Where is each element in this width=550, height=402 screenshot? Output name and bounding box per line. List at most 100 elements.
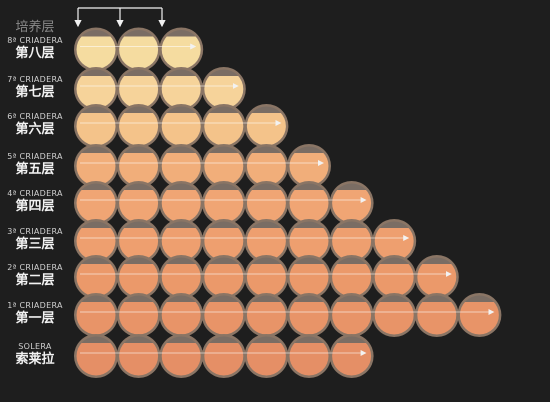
level-label: 1ª CRIADERA 第一层 <box>0 301 70 327</box>
barrel <box>201 104 246 148</box>
barrel <box>201 334 246 378</box>
barrel-wine <box>161 113 201 146</box>
barrel-wine <box>289 153 329 186</box>
barrel <box>244 181 289 225</box>
level-label: 3ª CRIADERA 第三层 <box>0 227 70 253</box>
barrel <box>116 67 161 111</box>
barrel <box>159 144 204 188</box>
barrel-row <box>74 334 374 378</box>
level-label-en: 3ª CRIADERA <box>7 227 63 236</box>
level-label: 6ª CRIADERA 第六层 <box>0 112 70 138</box>
barrel <box>287 219 331 263</box>
barrel-wine <box>204 264 244 297</box>
barrel <box>201 219 246 263</box>
barrel-wine <box>119 113 159 146</box>
barrel <box>159 67 204 111</box>
barrel-wine <box>119 36 159 69</box>
level-label-zh: 第五层 <box>15 162 55 177</box>
barrel-wine <box>332 343 372 376</box>
barrel <box>457 293 502 337</box>
top-feed-arrows <box>74 7 166 28</box>
barrel <box>159 219 204 263</box>
level-label: 4ª CRIADERA 第四层 <box>0 189 70 215</box>
level-label-zh: 第一层 <box>15 311 55 326</box>
level-label: 7ª CRIADERA 第七层 <box>0 75 70 101</box>
barrel-wine <box>76 36 116 69</box>
barrel-wine <box>289 343 329 376</box>
level-label-en: 2ª CRIADERA <box>7 263 63 272</box>
barrel <box>201 255 246 299</box>
barrel-row <box>74 255 459 299</box>
barrel <box>74 67 118 111</box>
barrel-wine <box>76 190 116 223</box>
barrel <box>244 219 289 263</box>
barrel-wine <box>332 190 372 223</box>
barrel <box>329 181 374 225</box>
level-label-en: 4ª CRIADERA <box>7 189 63 198</box>
barrel <box>201 67 246 111</box>
barrel-wine <box>161 153 201 186</box>
barrel <box>329 293 374 337</box>
level-label-zh: 第四层 <box>15 199 55 214</box>
barrel <box>372 255 417 299</box>
barrel-wine <box>161 343 201 376</box>
barrel <box>414 255 459 299</box>
barrel-wine <box>161 264 201 297</box>
barrel <box>159 293 204 337</box>
barrel <box>287 334 331 378</box>
barrel-wine <box>76 76 116 109</box>
barrel-row <box>74 104 289 148</box>
barrel-wine <box>119 76 159 109</box>
barrel-wine <box>204 113 244 146</box>
barrel <box>414 293 459 337</box>
barrel <box>116 334 161 378</box>
barrel-wine <box>161 302 201 335</box>
barrel-wine <box>76 264 116 297</box>
barrel <box>287 181 331 225</box>
barrel <box>159 255 204 299</box>
barrel <box>74 293 118 337</box>
level-label-en: 5ª CRIADERA <box>7 152 63 161</box>
barrel-wine <box>459 302 499 335</box>
barrel-wine <box>119 153 159 186</box>
barrel-wine <box>289 302 329 335</box>
barrel-row <box>74 27 204 72</box>
level-label-zh: 第三层 <box>15 237 55 252</box>
barrel-wine <box>246 153 286 186</box>
barrel-wine <box>417 264 457 297</box>
barrel-wine <box>204 343 244 376</box>
barrel <box>116 293 161 337</box>
barrel <box>116 181 161 225</box>
barrel-wine <box>76 153 116 186</box>
barrel-row <box>74 181 374 225</box>
barrel <box>244 104 289 148</box>
barrel <box>116 104 161 148</box>
level-label-en: 7ª CRIADERA <box>7 75 63 84</box>
barrel <box>116 27 161 72</box>
barrel-row <box>74 144 331 188</box>
barrel-wine <box>119 264 159 297</box>
barrel-wine <box>289 190 329 223</box>
barrel-wine <box>332 264 372 297</box>
barrel <box>159 104 204 148</box>
level-label-en: 6ª CRIADERA <box>7 112 63 121</box>
level-label-zh: 第八层 <box>15 45 55 61</box>
barrel-wine <box>119 302 159 335</box>
level-label: 8ª CRIADERA 第八层 <box>0 36 70 62</box>
barrel-wine <box>417 302 457 335</box>
barrel-wine <box>204 302 244 335</box>
barrel <box>244 293 289 337</box>
barrel-wine <box>76 343 116 376</box>
level-label-zh: 第二层 <box>15 273 55 288</box>
barrel-wine <box>161 190 201 223</box>
barrel <box>201 293 246 337</box>
barrel <box>74 104 118 148</box>
barrel-row <box>74 293 502 337</box>
barrel-row <box>74 67 246 111</box>
level-label-zh: 第七层 <box>15 85 55 100</box>
barrel-wine <box>374 264 414 297</box>
barrel-wine <box>246 190 286 223</box>
barrel <box>74 219 118 263</box>
barrel <box>244 255 289 299</box>
